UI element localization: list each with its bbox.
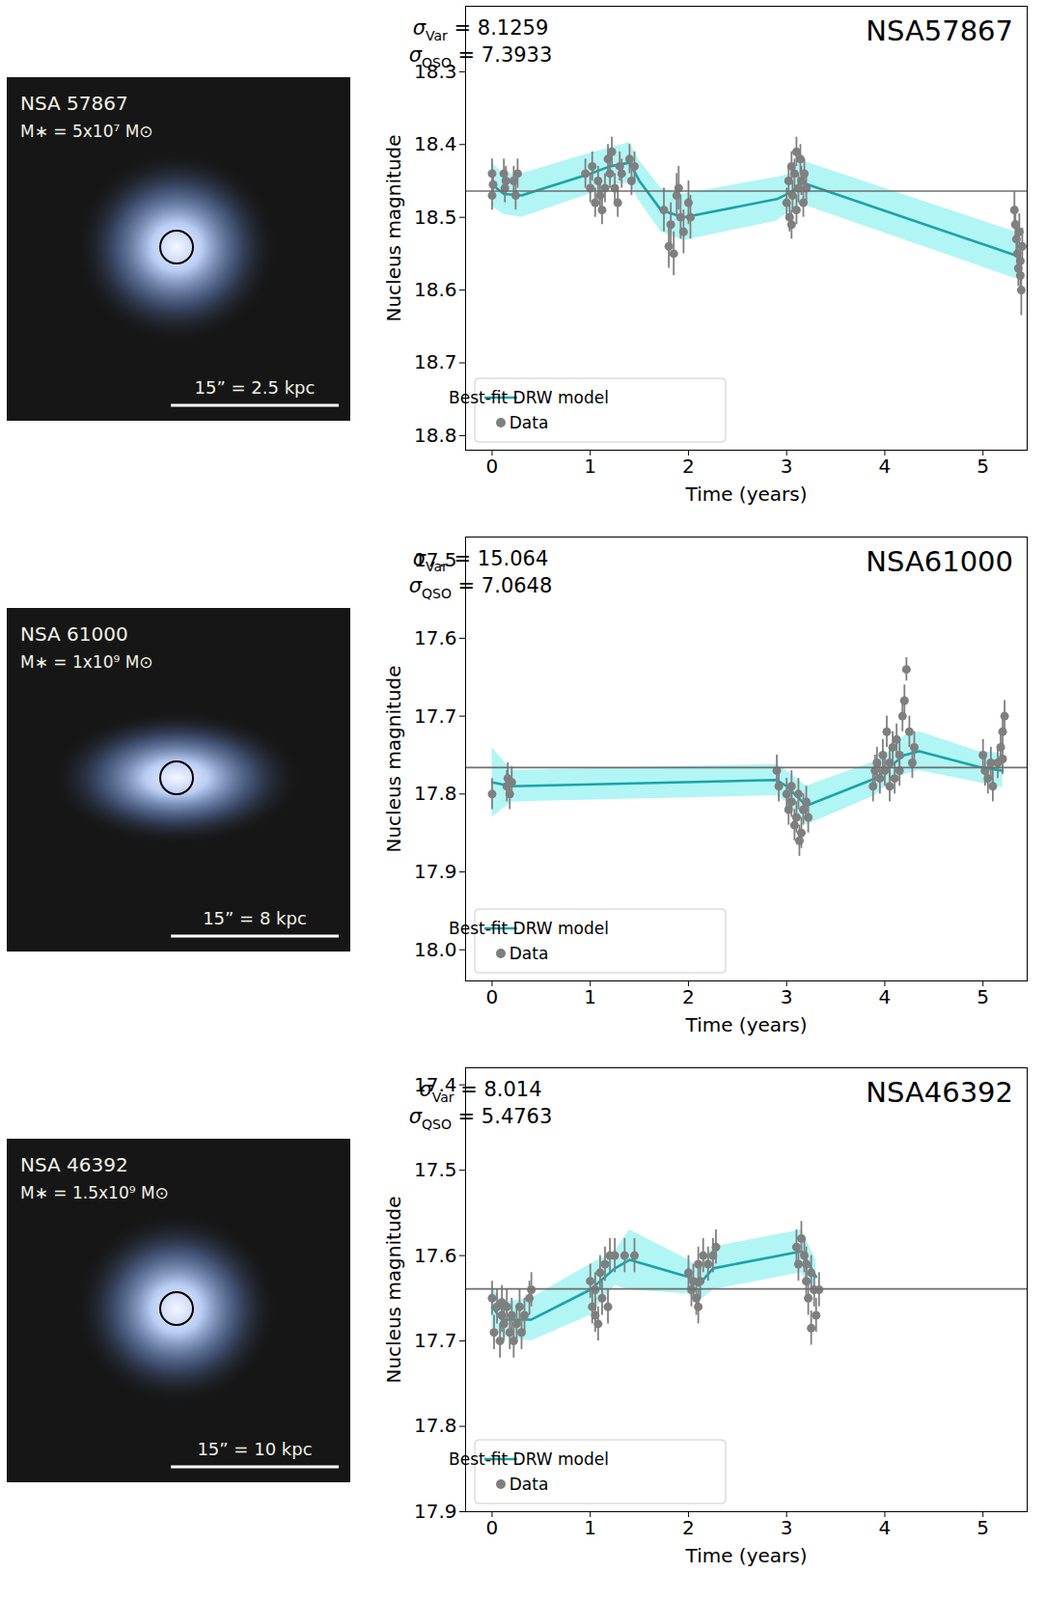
svg-text:NSA46392: NSA46392 — [865, 1075, 1014, 1109]
svg-text:0: 0 — [486, 985, 499, 1009]
svg-text:2: 2 — [682, 454, 695, 478]
svg-text:NSA 57867: NSA 57867 — [20, 91, 129, 115]
svg-text:Nucleus magnitude: Nucleus magnitude — [382, 664, 406, 853]
svg-text:M∗ = 1x10⁹ M⊙: M∗ = 1x10⁹ M⊙ — [20, 652, 154, 672]
svg-text:Nucleus magnitude: Nucleus magnitude — [382, 134, 406, 322]
svg-text:15” = 2.5 kpc: 15” = 2.5 kpc — [194, 377, 316, 398]
svg-text:18.4: 18.4 — [413, 132, 458, 156]
svg-text:Time (years): Time (years) — [685, 1543, 808, 1568]
svg-text:Best-fit DRW model: Best-fit DRW model — [448, 918, 609, 938]
svg-text:σQSO = 5.4763: σQSO = 5.4763 — [409, 1104, 553, 1132]
svg-text:σQSO = 7.3933: σQSO = 7.3933 — [409, 43, 553, 71]
svg-text:4: 4 — [879, 985, 892, 1009]
svg-text:Data: Data — [509, 412, 550, 433]
svg-text:NSA61000: NSA61000 — [865, 545, 1014, 579]
svg-text:5: 5 — [976, 985, 990, 1009]
svg-text:M∗ = 1.5x10⁹ M⊙: M∗ = 1.5x10⁹ M⊙ — [20, 1183, 169, 1203]
svg-text:17.5: 17.5 — [413, 1157, 458, 1182]
svg-text:15” = 8 kpc: 15” = 8 kpc — [202, 908, 307, 929]
svg-text:σVar = 15.064: σVar = 15.064 — [412, 547, 550, 575]
svg-text:18.6: 18.6 — [413, 277, 458, 302]
svg-text:18.0: 18.0 — [413, 937, 458, 962]
svg-text:2: 2 — [682, 1515, 695, 1540]
svg-text:σVar = 8.1259: σVar = 8.1259 — [412, 16, 550, 44]
svg-text:17.6: 17.6 — [413, 626, 458, 650]
svg-text:3: 3 — [780, 1515, 794, 1540]
svg-text:NSA 61000: NSA 61000 — [20, 622, 129, 646]
svg-text:Time (years): Time (years) — [685, 1013, 808, 1037]
svg-text:18.3: 18.3 — [413, 59, 457, 83]
svg-text:17.6: 17.6 — [413, 1243, 458, 1267]
svg-text:15” = 10 kpc: 15” = 10 kpc — [196, 1438, 312, 1459]
svg-text:1: 1 — [583, 1515, 597, 1540]
svg-text:18.8: 18.8 — [413, 423, 458, 447]
svg-text:17.8: 17.8 — [413, 1413, 458, 1437]
svg-text:4: 4 — [879, 454, 892, 478]
svg-text:17.7: 17.7 — [413, 1328, 458, 1352]
svg-text:1: 1 — [583, 985, 597, 1009]
svg-text:Time (years): Time (years) — [685, 482, 808, 506]
svg-text:Data: Data — [509, 1474, 550, 1494]
svg-text:1: 1 — [583, 454, 597, 478]
svg-text:M∗ = 5x10⁷ M⊙: M∗ = 5x10⁷ M⊙ — [20, 121, 154, 141]
svg-text:0: 0 — [486, 454, 499, 478]
svg-text:3: 3 — [780, 985, 794, 1009]
svg-text:Best-fit DRW model: Best-fit DRW model — [448, 1449, 609, 1469]
svg-text:18.5: 18.5 — [413, 205, 458, 229]
svg-text:σVar = 8.014: σVar = 8.014 — [418, 1077, 542, 1105]
svg-text:17.9: 17.9 — [413, 1499, 458, 1523]
svg-text:NSA 46392: NSA 46392 — [20, 1153, 129, 1177]
svg-text:4: 4 — [879, 1515, 892, 1540]
svg-text:NSA57867: NSA57867 — [865, 14, 1014, 48]
svg-text:Best-fit DRW model: Best-fit DRW model — [448, 387, 609, 408]
svg-text:Data: Data — [509, 943, 550, 964]
svg-text:17.9: 17.9 — [413, 859, 458, 883]
svg-text:2: 2 — [682, 985, 695, 1009]
svg-text:Nucleus magnitude: Nucleus magnitude — [382, 1195, 406, 1383]
svg-text:5: 5 — [976, 454, 990, 478]
svg-text:17.8: 17.8 — [413, 781, 458, 805]
svg-text:0: 0 — [486, 1515, 499, 1540]
svg-text:18.7: 18.7 — [413, 350, 458, 374]
svg-text:17.7: 17.7 — [413, 704, 458, 728]
svg-text:3: 3 — [780, 454, 794, 478]
svg-text:σQSO = 7.0648: σQSO = 7.0648 — [409, 574, 553, 602]
svg-text:5: 5 — [976, 1515, 990, 1540]
